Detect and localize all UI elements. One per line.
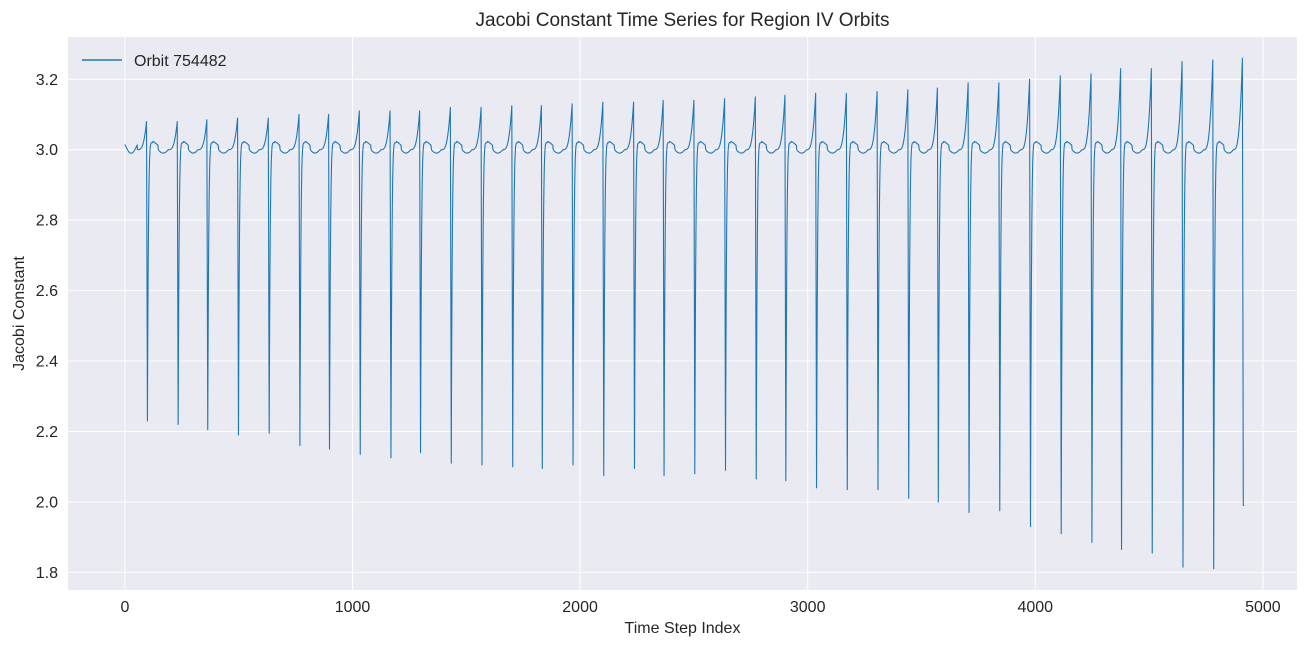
series-line-0 — [124, 57, 1245, 570]
x-tick-label: 2000 — [562, 599, 598, 616]
y-tick-label: 2.4 — [36, 354, 58, 371]
y-tick-label: 2.0 — [36, 494, 58, 511]
plot-background — [68, 37, 1297, 590]
x-axis-label: Time Step Index — [625, 620, 741, 637]
y-tick-label: 3.0 — [36, 142, 58, 159]
y-axis-label: Jacobi Constant — [11, 256, 28, 371]
chart-title: Jacobi Constant Time Series for Region I… — [476, 10, 890, 31]
y-tick-label: 1.8 — [36, 565, 58, 582]
y-tick-label: 2.2 — [36, 424, 58, 441]
x-tick-label: 4000 — [1017, 599, 1053, 616]
x-tick-label: 5000 — [1245, 599, 1281, 616]
x-tick-label: 0 — [120, 599, 129, 616]
x-tick-label: 1000 — [335, 599, 371, 616]
x-ticks: 0 1000 2000 3000 4000 5000 — [120, 599, 1280, 616]
y-tick-label: 3.2 — [36, 72, 58, 89]
legend-label: Orbit 754482 — [134, 53, 227, 70]
y-ticks: 1.8 2.0 2.2 2.4 2.6 2.8 3.0 3.2 — [36, 72, 58, 582]
series-layer — [124, 57, 1245, 570]
legend: Orbit 754482 — [82, 53, 227, 70]
y-tick-label: 2.6 — [36, 283, 58, 300]
y-tick-label: 2.8 — [36, 213, 58, 230]
x-tick-label: 3000 — [790, 599, 826, 616]
